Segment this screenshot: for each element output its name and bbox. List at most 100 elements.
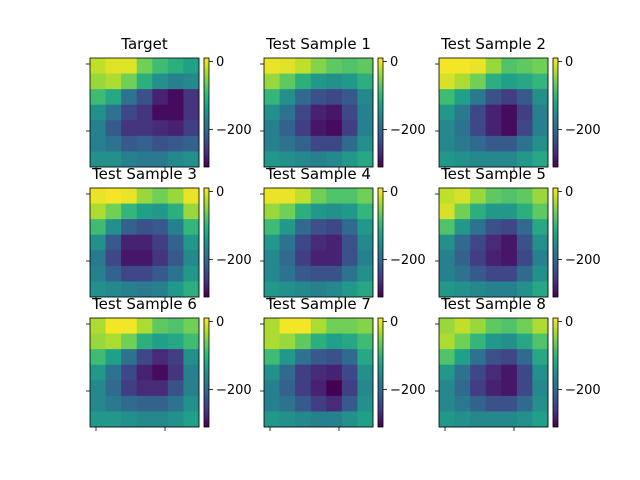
panel-4-frame	[89, 187, 200, 298]
panel-3-cell-2-4	[501, 89, 518, 106]
panel-1-cell-0-5	[167, 58, 184, 74]
panel-3-cell-4-5	[516, 120, 533, 137]
panel-4-cell-6-6	[183, 281, 200, 298]
panel-6-cell-5-4	[501, 265, 518, 282]
panel-4-cell-6-4	[152, 281, 169, 298]
panel-3-cell-3-5	[516, 104, 533, 121]
panel-1-cell-2-2	[121, 89, 138, 106]
panel-7-cell-6-2	[121, 411, 138, 428]
panel-6-frame	[438, 187, 549, 298]
panel-9-cell-1-3	[485, 333, 502, 350]
panel-6-colorbar	[553, 188, 558, 297]
panel-8-cell-6-6	[357, 411, 374, 428]
panel-9-cell-3-0	[439, 364, 455, 381]
panel-8-cell-4-1	[279, 380, 296, 397]
panel-8-cell-2-5	[341, 349, 358, 366]
panel-3-colorbar-label-0: 0	[565, 55, 573, 70]
panel-9-cell-3-4	[501, 364, 518, 381]
panel-9-cell-2-4	[501, 349, 518, 366]
panel-6-cell-0-6	[532, 188, 549, 204]
panel-5-cell-6-3	[310, 281, 327, 298]
panel-7-cell-1-6	[183, 333, 200, 350]
panel-4-title: Test Sample 3	[91, 165, 197, 183]
panel-3-colorbar-label-1: −200	[565, 123, 601, 138]
panel-3-cell-3-0	[439, 104, 455, 121]
panel-6-cell-4-6	[532, 250, 549, 267]
panel-1-cell-1-6	[183, 73, 200, 90]
panel-8-cell-5-0	[264, 395, 280, 412]
panel-6-cell-5-6	[532, 265, 549, 282]
panel-1-cell-3-0	[90, 104, 106, 121]
panel-3-cell-1-6	[532, 73, 549, 90]
panel-5-cell-1-3	[310, 203, 327, 220]
panel-3-cell-5-2	[470, 135, 487, 152]
panel-4-cell-0-0	[90, 188, 106, 204]
panel-8-cell-5-1	[279, 395, 296, 412]
panel-6-colorbar-label-0: 0	[565, 185, 573, 200]
panel-4-cell-6-2	[121, 281, 138, 298]
panel-7-cell-4-0	[90, 380, 106, 397]
panel-5-cell-0-4	[326, 188, 343, 204]
panel-3-cell-0-3	[485, 58, 502, 74]
panel-6-cell-0-3	[485, 188, 502, 204]
panel-1-cell-3-5	[167, 104, 184, 121]
panel-1-cell-2-6	[183, 89, 200, 106]
panel-9-cell-6-3	[485, 411, 502, 428]
panel-9-colorbar-frame	[552, 317, 559, 428]
panel-6-cell-6-5	[516, 281, 533, 298]
panel-9-cell-2-5	[516, 349, 533, 366]
panel-5-cell-5-1	[279, 265, 296, 282]
panel-6-cell-3-0	[439, 234, 455, 251]
panel-8-cell-3-4	[326, 364, 343, 381]
panel-3-cell-5-3	[485, 135, 502, 152]
panel-9-cell-5-3	[485, 395, 502, 412]
panel-4-cell-3-6	[183, 234, 200, 251]
panel-2-cell-4-5	[341, 120, 358, 137]
panel-4-cell-2-1	[105, 219, 122, 236]
panel-4-cell-1-3	[136, 203, 153, 220]
panel-9-cell-3-5	[516, 364, 533, 381]
panel-9-cell-6-5	[516, 411, 533, 428]
panel-2-cell-1-4	[326, 73, 343, 90]
panel-6-cell-6-0	[439, 281, 455, 298]
panel-8-cell-3-3	[310, 364, 327, 381]
panel-8-colorbar-label-1: −200	[390, 383, 426, 398]
panel-7-cell-0-5	[167, 318, 184, 334]
panel-5-cell-4-1	[279, 250, 296, 267]
panel-7-cell-5-6	[183, 395, 200, 412]
panel-7-cell-0-2	[121, 318, 138, 334]
panel-9-cell-6-1	[454, 411, 471, 428]
panel-4-cell-4-2	[121, 250, 138, 267]
panel-9-cell-5-6	[532, 395, 549, 412]
panel-4-cell-3-0	[90, 234, 106, 251]
panel-7-frame	[89, 317, 200, 428]
panel-9-cell-0-0	[439, 318, 455, 334]
panel-9-cell-0-2	[470, 318, 487, 334]
panel-6-cell-6-2	[470, 281, 487, 298]
panel-8-cell-4-4	[326, 380, 343, 397]
panel-4-cell-0-4	[152, 188, 169, 204]
panel-5-cell-2-2	[295, 219, 312, 236]
panel-5-cell-0-1	[279, 188, 296, 204]
panel-4-cell-6-1	[105, 281, 122, 298]
panel-7-cell-2-0	[90, 349, 106, 366]
panel-7-cell-4-4	[152, 380, 169, 397]
panel-6-cell-3-4	[501, 234, 518, 251]
panel-7-title: Test Sample 6	[91, 295, 197, 313]
panel-7-colorbar-frame	[203, 317, 210, 428]
panel-9-cell-1-2	[470, 333, 487, 350]
panel-1-cell-5-3	[136, 135, 153, 152]
panel-1-cell-5-0	[90, 135, 106, 152]
panel-9-cell-4-5	[516, 380, 533, 397]
panel-9-cell-0-4	[501, 318, 518, 334]
panel-3-cell-3-2	[470, 104, 487, 121]
panel-3-cell-4-0	[439, 120, 455, 137]
panel-1-cell-6-1	[105, 151, 122, 168]
panel-1-colorbar	[204, 58, 209, 167]
panel-9-cell-1-1	[454, 333, 471, 350]
panel-5-cell-4-4	[326, 250, 343, 267]
panel-1-cell-3-3	[136, 104, 153, 121]
panel-2-cell-5-2	[295, 135, 312, 152]
panel-5-colorbar-label-1: −200	[390, 253, 426, 268]
panel-5-cell-0-2	[295, 188, 312, 204]
